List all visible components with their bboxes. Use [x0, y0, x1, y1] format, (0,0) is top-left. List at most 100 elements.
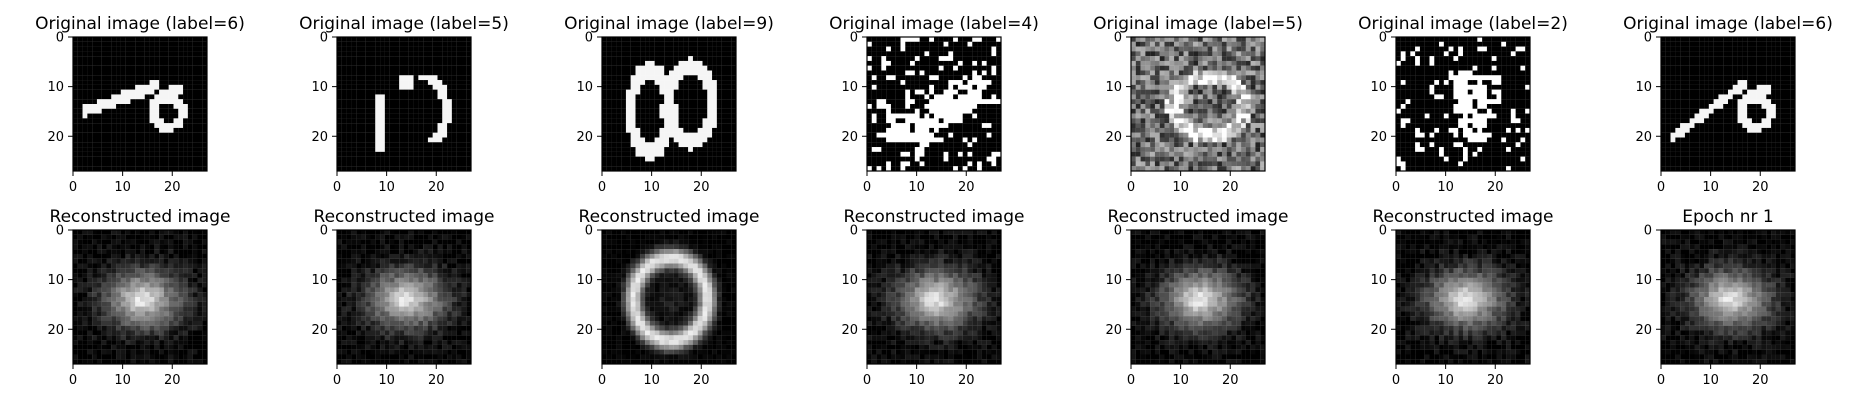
pixel-cell	[404, 151, 409, 157]
pixel-cell	[1396, 94, 1401, 100]
pixel-cell	[905, 156, 911, 162]
pixel-cell	[1221, 156, 1227, 162]
pixel-cell	[602, 142, 607, 148]
pixel-cell	[1169, 70, 1175, 76]
pixel-cell	[1713, 37, 1719, 42]
pixel-cell	[1439, 104, 1444, 109]
pixel-cell	[1241, 104, 1246, 109]
pixel-cell	[1150, 118, 1156, 124]
pixel-cell	[149, 161, 155, 167]
pixel-cell	[692, 108, 698, 114]
pixel-cell	[977, 156, 982, 162]
pixel-cell	[451, 51, 457, 57]
pixel-cell	[1458, 127, 1464, 133]
pixel-cell	[380, 113, 385, 119]
pixel-cell	[1207, 65, 1213, 71]
pixel-cell	[635, 60, 641, 66]
pixel-cell	[697, 113, 703, 119]
pixel-cell	[1183, 94, 1189, 100]
pixel-cell	[1255, 123, 1261, 129]
pixel-cell	[447, 56, 452, 62]
pixel-cell	[1756, 41, 1762, 47]
pixel-cell	[351, 108, 357, 114]
pixel-cell	[1525, 37, 1531, 42]
pixel-cell	[929, 166, 935, 172]
pixel-cell	[726, 37, 732, 42]
pixel-cell	[461, 80, 467, 85]
pixel-cell	[77, 151, 83, 157]
pixel-cell	[1477, 156, 1483, 162]
pixel-cell	[1193, 65, 1199, 71]
pixel-cell	[337, 41, 342, 47]
pixel-cell	[192, 41, 198, 47]
pixel-cell	[1448, 147, 1454, 152]
pixel-cell	[688, 137, 694, 143]
pixel-cell	[154, 132, 160, 138]
pixel-cell	[192, 142, 198, 148]
pixel-cell	[621, 104, 627, 109]
pixel-cell	[1236, 156, 1242, 162]
pixel-cell	[1145, 94, 1151, 100]
pixel-cell	[163, 156, 169, 162]
pixel-cell	[1212, 75, 1218, 81]
pixel-cell	[351, 118, 357, 124]
pixel-cell	[1231, 37, 1237, 42]
pixel-cell	[678, 123, 684, 129]
pixel-cell	[447, 166, 452, 172]
pixel-cell	[1472, 123, 1478, 129]
pixel-cell	[1472, 65, 1478, 71]
pixel-cell	[707, 37, 713, 42]
pixel-cell	[125, 156, 131, 162]
pixel-cell	[1221, 75, 1227, 81]
pixel-cell	[163, 151, 169, 157]
pixel-cell	[919, 51, 925, 57]
pixel-cell	[726, 166, 732, 172]
pixel-cell	[886, 118, 892, 124]
pixel-cell	[1150, 84, 1156, 90]
pixel-cell	[1405, 166, 1411, 172]
pixel-cell	[1415, 75, 1421, 81]
pixel-cell	[692, 104, 698, 109]
pixel-cell	[451, 151, 457, 157]
pixel-cell	[365, 99, 371, 105]
pixel-cell	[871, 104, 877, 109]
pixel-cell	[442, 123, 448, 129]
pixel-cell	[154, 108, 160, 114]
pixel-cell	[625, 41, 631, 47]
pixel-cell	[962, 127, 968, 133]
pixel-cell	[1496, 166, 1502, 172]
pixel-cell	[688, 89, 694, 95]
pixel-cell	[1713, 65, 1719, 71]
pixel-cell	[1491, 99, 1497, 105]
pixel-cell	[876, 147, 882, 152]
pixel-cell	[111, 108, 117, 114]
pixel-cell	[654, 166, 660, 172]
pixel-cell	[125, 104, 131, 109]
pixel-cell	[1506, 104, 1511, 109]
pixel-cell	[707, 41, 713, 47]
pixel-cell	[934, 60, 939, 66]
pixel-cell	[692, 123, 698, 129]
pixel-cell	[82, 41, 88, 47]
pixel-cell	[73, 51, 78, 57]
pixel-cell	[1463, 70, 1468, 76]
pixel-cell	[919, 75, 925, 81]
pixel-cell	[1140, 161, 1146, 167]
pixel-cell	[451, 89, 457, 95]
x-tick-label: 10	[908, 180, 925, 195]
pixel-cell	[697, 127, 703, 133]
pixel-cell	[731, 65, 737, 71]
pixel-cell	[707, 75, 713, 81]
pixel-cell	[659, 127, 665, 133]
pixel-cell	[92, 60, 98, 66]
pixel-cell	[1515, 161, 1521, 167]
pixel-cell	[1164, 84, 1170, 90]
pixel-cell	[1135, 65, 1141, 71]
pixel-cell	[1164, 151, 1170, 157]
pixel-cell	[1467, 51, 1473, 57]
pixel-cell	[341, 142, 347, 148]
pixel-cell	[1260, 127, 1266, 133]
pixel-cell	[1400, 70, 1406, 76]
pixel-cell	[1728, 60, 1733, 66]
pixel-cell	[1236, 60, 1242, 66]
